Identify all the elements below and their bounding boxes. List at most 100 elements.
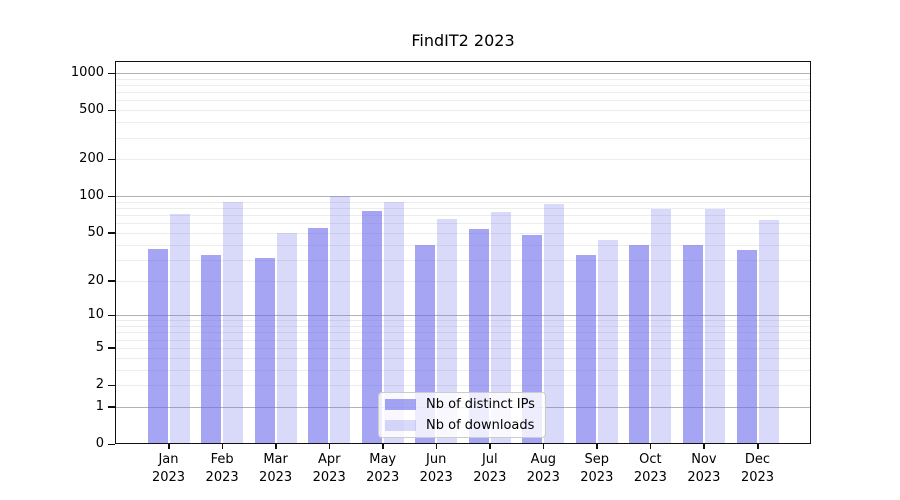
y-tick-label: 5 xyxy=(95,339,104,355)
legend-swatch-downloads-icon xyxy=(385,420,416,431)
minor-gridline xyxy=(115,385,811,386)
y-tick xyxy=(108,314,115,317)
legend-swatch-distinct-ips-icon xyxy=(385,399,416,410)
y-tick xyxy=(108,158,115,161)
minor-gridline xyxy=(115,339,811,341)
minor-gridline xyxy=(115,137,811,139)
y-tick xyxy=(108,384,115,386)
x-tick xyxy=(275,444,277,449)
bar-nb-of-distinct-ips-dec xyxy=(736,250,757,444)
minor-gridline xyxy=(115,215,811,217)
y-tick xyxy=(108,232,115,234)
y-tick xyxy=(108,443,115,445)
y-tick-label: 1000 xyxy=(70,65,104,80)
minor-gridline xyxy=(115,159,811,161)
bar-nb-of-distinct-ips-may xyxy=(361,211,382,444)
x-tick xyxy=(649,444,652,449)
legend: Nb of distinct IPs Nb of downloads xyxy=(378,392,546,438)
x-tick-label: Oct 2023 xyxy=(633,452,667,485)
legend-label-downloads: Nb of downloads xyxy=(426,418,535,433)
x-tick-label: Dec 2023 xyxy=(740,452,775,485)
bar-nb-of-downloads-oct xyxy=(651,209,672,444)
x-tick-label: Sep 2023 xyxy=(580,452,614,485)
bar-nb-of-distinct-ips-jan xyxy=(147,248,168,444)
bar-nb-of-downloads-jun xyxy=(437,219,458,444)
bar-nb-of-distinct-ips-sep xyxy=(575,254,596,444)
x-tick xyxy=(435,444,438,449)
legend-item-downloads: Nb of downloads xyxy=(379,417,545,435)
bar-nb-of-distinct-ips-mar xyxy=(254,257,275,444)
y-tick xyxy=(108,347,115,349)
minor-gridline xyxy=(115,78,811,80)
y-tick-label: 20 xyxy=(87,272,104,288)
bar-nb-of-downloads-jan xyxy=(169,214,190,444)
minor-gridline xyxy=(115,326,811,327)
major-gridline xyxy=(115,315,811,317)
y-tick xyxy=(108,406,115,408)
x-tick-label: Jun 2023 xyxy=(419,452,453,485)
bar-nb-of-downloads-nov xyxy=(704,209,725,444)
bar-nb-of-downloads-dec xyxy=(758,219,779,444)
x-tick xyxy=(703,444,705,449)
bar-nb-of-downloads-jul xyxy=(490,212,511,444)
x-tick-label: Nov 2023 xyxy=(687,452,721,485)
bar-nb-of-downloads-feb xyxy=(223,201,244,444)
minor-gridline xyxy=(115,208,811,209)
bar-nb-of-distinct-ips-apr xyxy=(308,227,329,444)
minor-gridline xyxy=(115,280,811,282)
minor-gridline xyxy=(115,100,811,102)
y-tick-label: 200 xyxy=(79,151,104,167)
bar-nb-of-distinct-ips-feb xyxy=(201,254,222,444)
legend-label-distinct-ips: Nb of distinct IPs xyxy=(426,397,535,412)
minor-gridline xyxy=(115,369,811,371)
minor-gridline xyxy=(115,85,811,86)
bar-nb-of-downloads-mar xyxy=(276,232,297,444)
minor-gridline xyxy=(115,320,811,322)
bar-nb-of-downloads-apr xyxy=(330,196,351,444)
x-tick-label: Apr 2023 xyxy=(312,452,346,485)
x-tick-label: Feb 2023 xyxy=(205,452,239,485)
x-tick-label: Jul 2023 xyxy=(473,452,507,485)
x-tick xyxy=(382,444,384,449)
minor-gridline xyxy=(115,244,811,246)
y-tick-label: 10 xyxy=(87,307,104,323)
x-tick xyxy=(489,444,491,449)
y-tick-label: 50 xyxy=(87,224,104,240)
bar-nb-of-distinct-ips-nov xyxy=(682,244,703,444)
minor-gridline xyxy=(115,332,811,334)
legend-item-distinct-ips: Nb of distinct IPs xyxy=(379,396,545,414)
major-gridline xyxy=(115,73,811,74)
x-tick-label: Mar 2023 xyxy=(259,452,293,485)
minor-gridline xyxy=(115,232,811,234)
bar-nb-of-distinct-ips-jul xyxy=(468,228,489,444)
bar-nb-of-distinct-ips-aug xyxy=(522,235,543,444)
minor-gridline xyxy=(115,122,811,124)
bar-nb-of-distinct-ips-oct xyxy=(629,244,650,444)
y-tick-label: 1 xyxy=(95,398,104,414)
y-tick-label: 100 xyxy=(79,188,104,204)
bar-nb-of-downloads-sep xyxy=(597,239,618,444)
y-tick xyxy=(108,280,115,282)
bar-nb-of-downloads-may xyxy=(383,201,404,444)
y-tick xyxy=(108,109,115,112)
minor-gridline xyxy=(115,347,811,349)
x-tick xyxy=(221,444,224,449)
major-gridline xyxy=(115,196,811,198)
minor-gridline xyxy=(115,357,811,359)
x-tick xyxy=(328,444,331,449)
y-tick-label: 500 xyxy=(79,102,104,118)
x-tick xyxy=(542,444,545,449)
x-tick-label: Aug 2023 xyxy=(526,452,560,485)
minor-gridline xyxy=(115,223,811,225)
x-tick xyxy=(757,444,759,449)
x-tick-label: May 2023 xyxy=(366,452,400,485)
y-tick xyxy=(108,72,115,74)
minor-gridline xyxy=(115,92,811,94)
minor-gridline xyxy=(115,110,811,112)
minor-gridline xyxy=(115,259,811,261)
x-tick xyxy=(596,444,598,449)
bar-nb-of-downloads-aug xyxy=(544,203,565,444)
x-tick-label: Jan 2023 xyxy=(151,452,186,485)
chart-title: FindIT2 2023 xyxy=(411,31,515,50)
